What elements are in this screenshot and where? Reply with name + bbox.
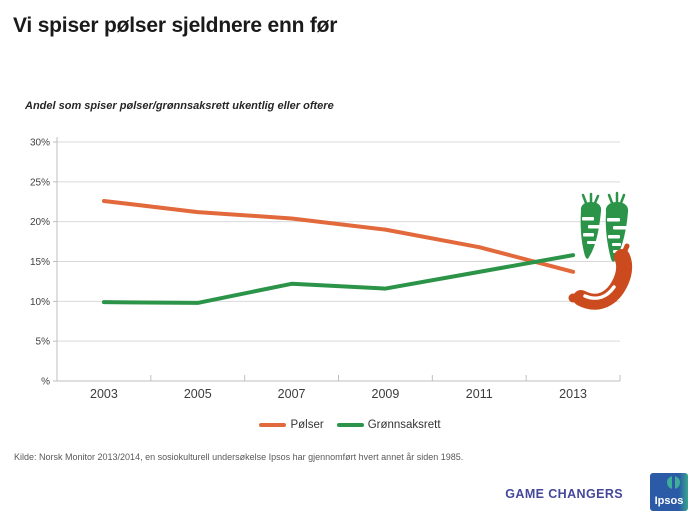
- ipsos-logo: Ipsos: [650, 473, 688, 511]
- y-tick-label: 10%: [30, 297, 50, 308]
- carrots-icon: [580, 191, 629, 262]
- carrot-stripe: [583, 233, 594, 237]
- x-tick-label: 2003: [90, 387, 118, 401]
- game-changers-wordmark: GAME CHANGERS: [505, 487, 623, 501]
- source-note: Kilde: Norsk Monitor 2013/2014, en sosio…: [14, 452, 464, 462]
- chart-subtitle: Andel som spiser pølser/grønnsaksrett uk…: [25, 100, 334, 112]
- series-line-pølser: [101, 198, 576, 274]
- y-tick-label: 20%: [30, 217, 50, 228]
- y-tick-label: 30%: [30, 138, 50, 149]
- x-tick-label: 2007: [278, 387, 306, 401]
- ipsos-logo-circle-icon: [667, 476, 680, 489]
- ipsos-logo-text: Ipsos: [654, 495, 684, 507]
- carrot-stripe: [587, 241, 596, 244]
- carrot-stripe: [608, 235, 620, 239]
- carrot-stripe: [588, 225, 601, 229]
- chart-legend: Pølser Grønnsaksrett: [0, 419, 700, 431]
- y-tick-label: %: [41, 377, 50, 388]
- y-tick-label: 15%: [30, 257, 50, 268]
- carrot-stripe: [612, 243, 621, 246]
- y-tick-label: 5%: [36, 337, 51, 348]
- legend-swatch-gronnsaksrett: [336, 423, 364, 427]
- sausage-body: [573, 249, 633, 310]
- x-tick-label: 2013: [559, 387, 587, 401]
- legend-label-gronnsaksrett: Grønnsaksrett: [367, 419, 441, 431]
- page-title: Vi spiser pølser sjeldnere enn før: [13, 14, 338, 37]
- y-tick-label: 25%: [30, 177, 50, 188]
- x-tick-label: 2005: [184, 387, 212, 401]
- legend-label-polser: Pølser: [290, 419, 324, 431]
- x-tick-label: 2009: [372, 387, 400, 401]
- carrot-stripe: [607, 218, 620, 222]
- legend-item-polser: Pølser: [259, 419, 324, 431]
- x-tick-label: 2011: [466, 387, 493, 401]
- sausage-icon: [568, 243, 633, 310]
- series-line-grønnsaksrett: [101, 253, 576, 305]
- carrot-sprout: [581, 192, 600, 205]
- sausage-highlight: [583, 285, 616, 300]
- carrot-sprout: [607, 191, 626, 205]
- legend-item-gronnsaksrett: Grønnsaksrett: [336, 419, 441, 431]
- carrot-body: [580, 202, 602, 259]
- carrot-body: [605, 202, 629, 262]
- carrot-stripe: [582, 217, 594, 221]
- plot-area: % 5% 10% 15% 20% 25% 30% 2003 2005 2007 2009 2011 20…: [30, 137, 621, 401]
- line-chart: % 5% 10% 15% 20% 25% 30% 2003 2005 2007 2009 2011 20…: [30, 137, 633, 401]
- carrot-stripe: [613, 226, 627, 230]
- legend-swatch-polser: [259, 423, 287, 427]
